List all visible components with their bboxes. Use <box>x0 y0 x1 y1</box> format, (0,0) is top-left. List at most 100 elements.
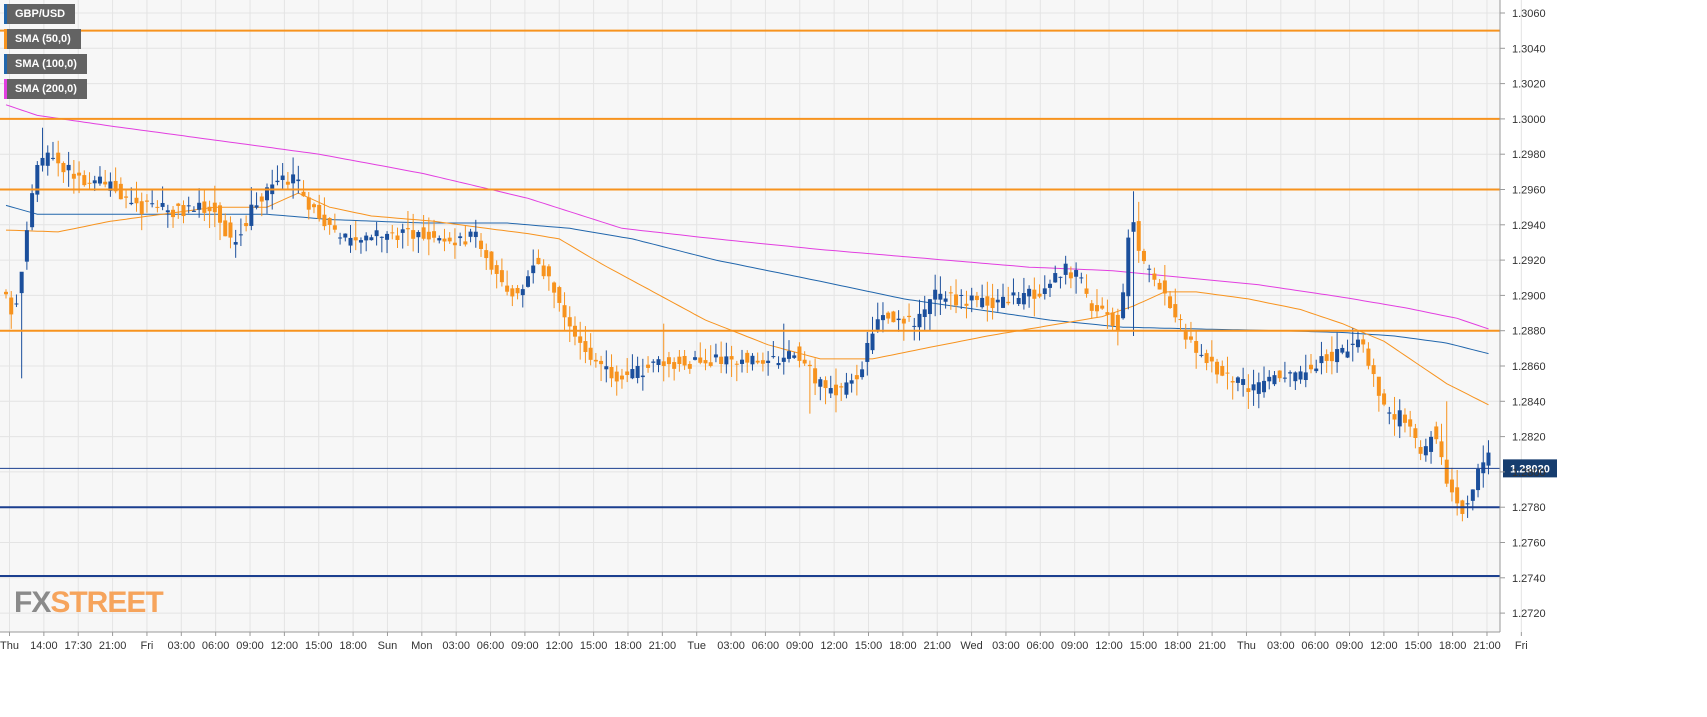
candle-down <box>599 360 604 365</box>
candle-down <box>87 182 92 184</box>
candle-down <box>442 238 447 242</box>
candle-down <box>499 270 504 283</box>
candle-up <box>1288 372 1293 374</box>
candle-down <box>666 357 671 365</box>
candle-down <box>1309 364 1313 370</box>
candle-down <box>1277 370 1282 379</box>
candle-up <box>1048 283 1052 288</box>
candle-up <box>781 357 786 362</box>
candle-up <box>379 236 384 238</box>
legend-item-sma200[interactable]: SMA (200,0) <box>4 79 87 99</box>
y-tick-label: 1.2960 <box>1512 185 1546 197</box>
candle-down <box>1324 354 1329 361</box>
candle-down <box>223 220 228 237</box>
candle-down <box>317 204 322 219</box>
candle-up <box>828 388 833 394</box>
candle-down <box>745 352 750 363</box>
candle-down <box>259 196 264 202</box>
x-tick-label: 03:00 <box>1267 640 1295 652</box>
candle-up <box>1121 292 1126 319</box>
candle-up <box>1079 277 1084 279</box>
candle-up <box>771 356 776 358</box>
candle-up <box>1429 436 1434 452</box>
candle-down <box>698 357 703 363</box>
candle-up <box>724 356 729 365</box>
candle-up <box>1058 276 1063 278</box>
candle-down <box>1183 331 1188 340</box>
candle-up <box>912 325 917 327</box>
candle-down <box>1094 305 1099 312</box>
candle-up <box>1423 446 1428 456</box>
candle-down <box>176 203 181 206</box>
candle-up <box>818 379 823 387</box>
candle-up <box>630 369 635 379</box>
plot-background <box>0 0 1500 632</box>
candle-up <box>1016 297 1021 304</box>
legend-swatch <box>4 79 7 99</box>
candle-down <box>1209 356 1214 362</box>
candle-up <box>635 365 640 378</box>
sma-200-line <box>5 104 1489 330</box>
legend-item-sma100[interactable]: SMA (100,0) <box>4 54 87 74</box>
legend-item-sma50[interactable]: SMA (50,0) <box>4 29 87 49</box>
candle-up <box>458 236 463 239</box>
candle-down <box>1329 351 1334 362</box>
x-tick-label: 12:00 <box>820 640 848 652</box>
x-tick-label: 21:00 <box>1473 640 1501 652</box>
candle-up <box>860 369 865 378</box>
candle-up <box>150 203 155 205</box>
candle-down <box>708 362 713 366</box>
x-tick-label: 06:00 <box>1027 640 1055 652</box>
x-tick-label: 21:00 <box>649 640 677 652</box>
candle-down <box>1449 479 1454 493</box>
candle-up <box>917 313 922 328</box>
candle-up <box>369 237 374 241</box>
x-tick-label: 12:00 <box>1095 640 1123 652</box>
candle-up <box>19 271 24 294</box>
candle-down <box>171 209 176 218</box>
candle-up <box>640 375 645 378</box>
x-tick-label: 17:30 <box>64 640 92 652</box>
candle-down <box>1434 426 1439 440</box>
candle-down <box>1136 221 1141 251</box>
candle-down <box>901 318 906 324</box>
candle-down <box>1032 289 1037 299</box>
candle-down <box>1152 273 1157 280</box>
x-tick-label: Thu <box>1237 640 1256 652</box>
candle-down <box>1444 459 1449 484</box>
candle-down <box>578 336 583 343</box>
candle-up <box>1027 288 1032 297</box>
legend-item-symbol[interactable]: GBP/USD <box>4 4 87 24</box>
candle-down <box>134 197 139 204</box>
candle-down <box>301 191 306 197</box>
candle-up <box>1345 351 1350 358</box>
legend-swatch <box>4 4 7 24</box>
candle-down <box>1194 341 1199 353</box>
candle-down <box>1402 414 1407 423</box>
candle-up <box>870 333 875 351</box>
candle-down <box>244 223 249 227</box>
candle-down <box>583 341 588 353</box>
candle-up <box>473 231 478 238</box>
candle-down <box>807 364 812 367</box>
candle-up <box>969 295 974 301</box>
candle-down <box>9 297 14 315</box>
y-tick-label: 1.3040 <box>1512 43 1546 55</box>
candle-down <box>755 360 760 363</box>
candle-down <box>82 175 87 186</box>
candle-down <box>954 294 959 306</box>
candle-down <box>113 180 118 192</box>
y-tick-label: 1.2980 <box>1512 149 1546 161</box>
candle-down <box>567 317 572 327</box>
x-tick-label: 09:00 <box>236 640 264 652</box>
candle-up <box>1319 356 1324 364</box>
x-tick-label: 14:00 <box>30 640 58 652</box>
candle-down <box>395 235 400 240</box>
candle-down <box>61 163 66 173</box>
candle-down <box>181 205 186 217</box>
x-tick-label: Fri <box>1515 640 1528 652</box>
candle-down <box>1100 305 1105 309</box>
candle-down <box>990 297 995 309</box>
